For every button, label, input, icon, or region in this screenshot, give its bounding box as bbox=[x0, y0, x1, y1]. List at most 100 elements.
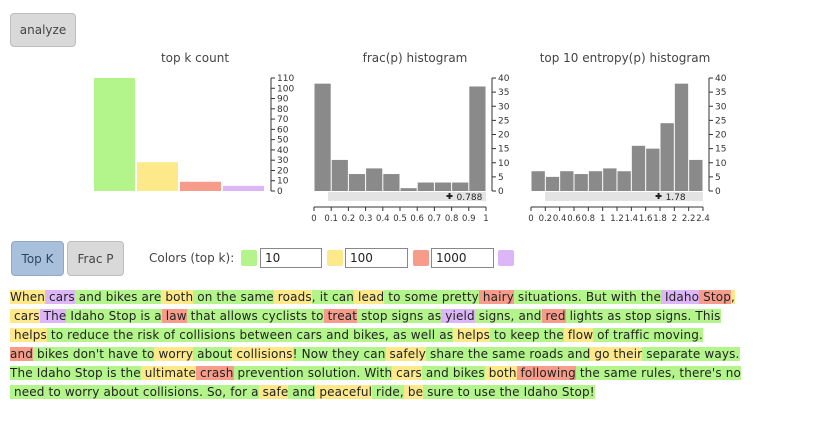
token[interactable]: With bbox=[360, 366, 393, 380]
token[interactable]: treat bbox=[323, 309, 358, 323]
token[interactable]: 's bbox=[711, 366, 722, 380]
token[interactable]: hairy bbox=[478, 290, 514, 304]
token[interactable]: collisions bbox=[138, 385, 200, 399]
token[interactable]: lead bbox=[354, 290, 385, 304]
token[interactable]: for bbox=[226, 385, 248, 399]
token[interactable]: Stop bbox=[699, 290, 732, 304]
token[interactable]: to bbox=[138, 347, 155, 361]
token[interactable]: cyclists bbox=[257, 309, 308, 323]
token[interactable]: collisions bbox=[232, 347, 293, 361]
token[interactable]: . bbox=[687, 309, 692, 323]
token[interactable]: bikes bbox=[33, 347, 69, 361]
token[interactable]: separate bbox=[642, 347, 701, 361]
token[interactable]: is bbox=[136, 309, 151, 323]
color-swatch-red[interactable] bbox=[413, 250, 429, 266]
top-k-threshold-3-input[interactable] bbox=[431, 248, 494, 268]
token[interactable]: safe bbox=[258, 385, 289, 399]
token[interactable]: . bbox=[356, 366, 361, 380]
color-swatch-green[interactable] bbox=[241, 250, 257, 266]
token[interactable]: signs bbox=[387, 309, 424, 323]
token[interactable]: The bbox=[10, 366, 33, 380]
token[interactable]: it bbox=[315, 290, 329, 304]
token[interactable]: Idaho bbox=[661, 290, 700, 304]
token[interactable]: solution bbox=[303, 366, 357, 380]
token[interactable]: to bbox=[307, 309, 324, 323]
token[interactable]: helps bbox=[10, 328, 47, 342]
token[interactable]: But bbox=[581, 290, 607, 304]
token[interactable]: and bbox=[322, 328, 350, 342]
top-k-button[interactable]: Top K bbox=[11, 241, 64, 276]
token[interactable]: stop bbox=[357, 309, 388, 323]
token[interactable]: , bbox=[671, 366, 676, 380]
token[interactable]: and bbox=[74, 290, 102, 304]
token[interactable]: red bbox=[541, 309, 566, 323]
token[interactable]: the bbox=[495, 385, 520, 399]
token[interactable]: situations bbox=[513, 290, 578, 304]
token[interactable]: same bbox=[599, 366, 638, 380]
token[interactable]: and bbox=[563, 347, 591, 361]
token[interactable]: Now bbox=[297, 347, 329, 361]
token[interactable]: roads bbox=[273, 290, 312, 304]
token[interactable]: some bbox=[400, 290, 438, 304]
token[interactable]: This bbox=[691, 309, 721, 323]
token[interactable]: their bbox=[609, 347, 643, 361]
token[interactable]: , bbox=[222, 385, 227, 399]
color-swatch-purple[interactable] bbox=[498, 250, 514, 266]
token[interactable]: as bbox=[423, 309, 442, 323]
token[interactable]: as bbox=[388, 328, 407, 342]
token[interactable]: reduce bbox=[63, 328, 110, 342]
token[interactable]: When bbox=[10, 290, 46, 304]
token[interactable]: bikes bbox=[349, 328, 385, 342]
token[interactable]: a bbox=[150, 309, 162, 323]
token[interactable]: are bbox=[137, 290, 162, 304]
token[interactable]: same bbox=[236, 290, 274, 304]
token[interactable]: crash bbox=[196, 366, 234, 380]
token[interactable]: be bbox=[403, 385, 424, 399]
top-k-threshold-2-input[interactable] bbox=[345, 248, 408, 268]
token[interactable]: and bbox=[288, 385, 316, 399]
token[interactable]: following bbox=[516, 366, 576, 380]
token[interactable]: the bbox=[636, 290, 661, 304]
token[interactable]: to bbox=[453, 385, 470, 399]
token[interactable]: The bbox=[39, 309, 67, 323]
token[interactable]: ride bbox=[372, 385, 400, 399]
token[interactable]: about bbox=[193, 347, 233, 361]
token[interactable]: , bbox=[731, 290, 735, 304]
token[interactable]: about bbox=[99, 385, 139, 399]
token[interactable]: on bbox=[193, 290, 213, 304]
token[interactable]: and bbox=[514, 309, 542, 323]
token[interactable]: use bbox=[469, 385, 496, 399]
token[interactable]: ultimate bbox=[140, 366, 197, 380]
token[interactable]: ways bbox=[700, 347, 736, 361]
token[interactable]: cars bbox=[292, 328, 323, 342]
top-k-threshold-1-input[interactable] bbox=[260, 248, 322, 268]
token[interactable]: the bbox=[575, 366, 600, 380]
token[interactable]: well bbox=[406, 328, 436, 342]
token[interactable]: helps bbox=[453, 328, 491, 342]
token[interactable]: can bbox=[328, 290, 355, 304]
token[interactable]: collisions bbox=[175, 328, 236, 342]
token[interactable]: same bbox=[488, 347, 526, 361]
token[interactable]: pretty bbox=[437, 290, 479, 304]
token[interactable]: ! bbox=[292, 347, 298, 361]
token[interactable]: allows bbox=[215, 309, 258, 323]
token[interactable]: as bbox=[603, 309, 622, 323]
token[interactable]: moving bbox=[649, 328, 700, 342]
token[interactable]: cars bbox=[10, 309, 40, 323]
token[interactable]: they bbox=[328, 347, 360, 361]
token[interactable]: Idaho bbox=[32, 366, 71, 380]
token[interactable]: that bbox=[186, 309, 216, 323]
token[interactable]: of bbox=[593, 328, 610, 342]
token[interactable]: , bbox=[399, 385, 404, 399]
token[interactable]: to bbox=[384, 290, 401, 304]
chart1-slider-handle[interactable] bbox=[446, 193, 453, 199]
token[interactable]: roads bbox=[525, 347, 564, 361]
token[interactable]: bikes bbox=[101, 290, 138, 304]
token[interactable]: worry bbox=[154, 347, 194, 361]
token[interactable]: the bbox=[212, 290, 237, 304]
token[interactable]: law bbox=[161, 309, 187, 323]
token[interactable]: to bbox=[490, 328, 507, 342]
color-swatch-yellow[interactable] bbox=[327, 250, 343, 266]
token[interactable]: worry bbox=[60, 385, 100, 399]
token[interactable]: Idaho bbox=[519, 385, 558, 399]
